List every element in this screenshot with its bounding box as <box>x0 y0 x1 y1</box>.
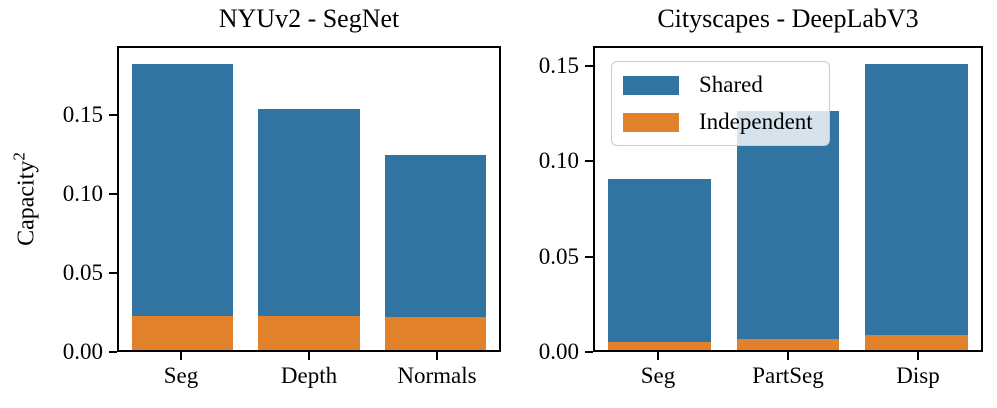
x-tick-mark <box>308 352 310 360</box>
x-tick-label-depth: Depth <box>280 363 338 388</box>
legend-entry-shared: Shared <box>623 72 813 98</box>
y-tick-label: 0.05 <box>538 243 579 269</box>
bar-independent-seg <box>607 342 711 350</box>
bar-shared-seg <box>607 178 711 350</box>
bar-shared-seg <box>131 63 233 350</box>
bar-shared-disp <box>865 64 969 350</box>
legend-swatch-independent <box>623 112 679 132</box>
y-tick-mark <box>585 160 593 163</box>
x-tick-mark <box>917 352 919 360</box>
x-tick-label-partseg: PartSeg <box>752 363 824 388</box>
legend-swatch-shared <box>623 75 679 95</box>
plot-area: Shared Independent <box>593 46 983 352</box>
plot-area <box>117 46 501 352</box>
x-tick-mark <box>657 352 659 360</box>
y-tick-label: 0.15 <box>538 53 579 79</box>
y-tick-mark <box>109 114 117 117</box>
bar-independent-partseg <box>736 338 840 350</box>
bar-independent-seg <box>131 315 233 350</box>
y-tick-mark <box>585 351 593 353</box>
bar-independent-disp <box>865 334 969 350</box>
bar-independent-depth <box>258 315 360 350</box>
legend-entry-independent: Independent <box>623 109 813 135</box>
x-tick-label-seg: Seg <box>163 363 199 388</box>
y-tick-label: 0.10 <box>62 181 103 207</box>
y-tick-label: 0.15 <box>62 102 103 128</box>
chart-title: NYUv2 - SegNet <box>218 4 400 33</box>
y-tick-mark <box>585 65 593 68</box>
chart-title: Cityscapes - DeepLabV3 <box>657 4 919 33</box>
y-tick-mark <box>109 193 117 196</box>
bar-shared-partseg <box>736 111 840 350</box>
y-tick-label: 0.00 <box>62 339 103 364</box>
x-tick-mark <box>436 352 438 360</box>
y-tick-label: 0.10 <box>538 148 579 174</box>
legend-label: Independent <box>699 109 813 134</box>
y-tick-mark <box>585 255 593 258</box>
bar-independent-normals <box>385 317 487 350</box>
x-tick-label-disp: Disp <box>896 363 940 388</box>
legend: Shared Independent <box>611 61 830 146</box>
x-tick-mark <box>180 352 182 360</box>
bar-shared-depth <box>258 108 360 350</box>
x-tick-label-seg: Seg <box>640 363 676 388</box>
legend-label: Shared <box>699 72 763 97</box>
y-tick-label: 0.05 <box>62 260 103 286</box>
y-tick-mark <box>109 351 117 353</box>
x-tick-label-normals: Normals <box>397 363 477 388</box>
y-tick-mark <box>109 272 117 275</box>
y-tick-label: 0.00 <box>538 339 579 364</box>
x-tick-mark <box>787 352 789 360</box>
y-axis-label-superscript: 2 <box>9 152 29 161</box>
